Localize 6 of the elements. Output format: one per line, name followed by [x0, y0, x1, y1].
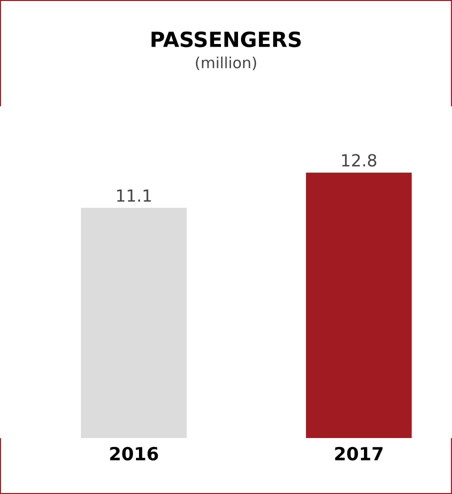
x-tick-label: 2017: [335, 446, 383, 460]
data-label: 12.8: [342, 154, 376, 167]
chart-subtitle: (million): [196, 56, 256, 70]
chart-title: PASSENGERS: [152, 31, 301, 48]
x-tick-label: 2016: [110, 446, 158, 460]
data-label: 11.1: [117, 189, 151, 202]
